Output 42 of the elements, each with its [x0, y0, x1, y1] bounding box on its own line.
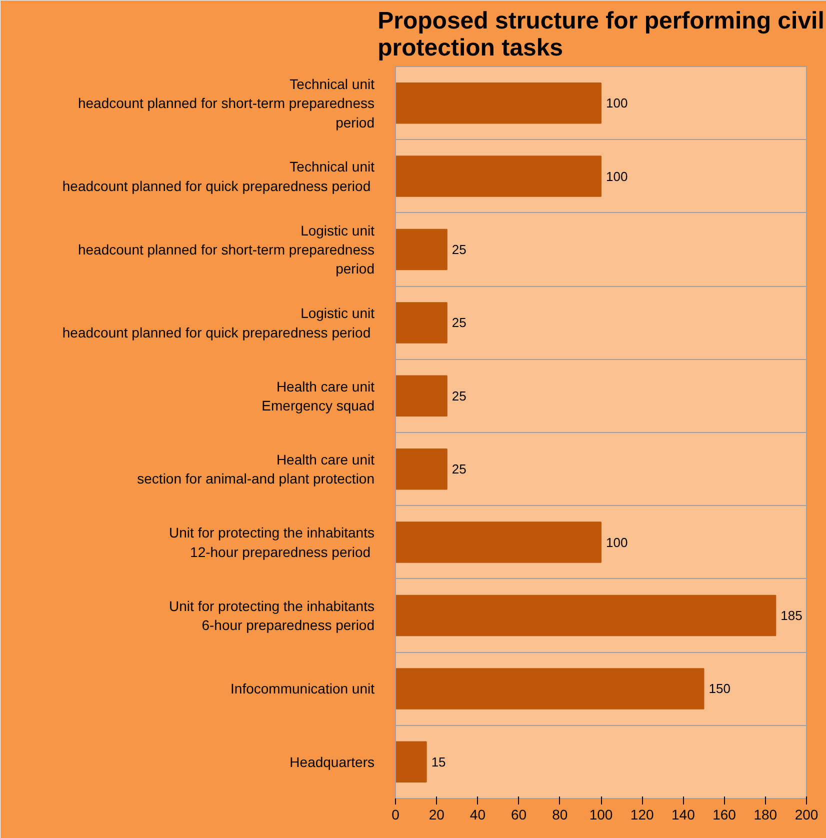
x-tick-label: 140: [672, 806, 696, 822]
data-label: 25: [452, 315, 466, 330]
data-label: 25: [452, 462, 466, 477]
y-tick-label: Health care unit section for animal-and plant protection: [137, 452, 375, 487]
y-tick-label: Technical unit headcount planned for short-term preparedness period: [78, 76, 375, 130]
bar: [396, 741, 427, 783]
y-tick-label: Technical unit headcount planned for quick preparedness period: [62, 158, 375, 194]
data-label: 100: [606, 168, 628, 184]
x-tick-label: 20: [428, 806, 445, 822]
data-label: 100: [606, 534, 628, 550]
x-tick-label: 0: [392, 806, 400, 822]
x-tick-label: 200: [794, 806, 818, 822]
y-tick-label: Unit for protecting the inhabitants 6-hour preparedness period: [169, 598, 375, 634]
x-tick-label: 80: [552, 806, 568, 822]
y-tick-label: Unit for protecting the inhabitants 12-hour preparedness period: [169, 524, 375, 560]
bar: [396, 156, 602, 197]
bar: [396, 448, 448, 490]
y-tick-label: Infocommunication unit: [230, 680, 375, 697]
data-label: 100: [606, 96, 628, 111]
bar: [396, 228, 448, 270]
data-label: 25: [452, 242, 466, 257]
y-tick-label: Logistic unit headcount planned for quick preparedness period: [62, 305, 375, 340]
x-tick-label: 160: [712, 806, 736, 822]
x-tick-label: 120: [630, 806, 654, 822]
x-tick-label: 60: [511, 806, 527, 822]
y-tick-label: Logistic unit headcount planned for short-term preparedness period: [78, 222, 375, 277]
bar: [396, 302, 448, 344]
chart-title: Proposed structure for performing civil protection tasks: [378, 8, 824, 62]
y-tick-label: Health care unit Emergency squad: [262, 378, 375, 414]
bar: [396, 375, 448, 417]
bar: [396, 668, 704, 710]
bar: [396, 594, 776, 636]
x-tick-label: 100: [589, 806, 613, 822]
data-label: 25: [452, 388, 466, 404]
x-tick-label: 180: [754, 806, 778, 822]
x-tick-label: 40: [470, 806, 486, 822]
bar: [396, 82, 602, 124]
data-label: 150: [708, 681, 730, 696]
bar: [396, 522, 602, 563]
data-label: 15: [431, 754, 446, 770]
y-tick-label: Headquarters: [290, 754, 374, 770]
data-label: 185: [780, 608, 802, 623]
